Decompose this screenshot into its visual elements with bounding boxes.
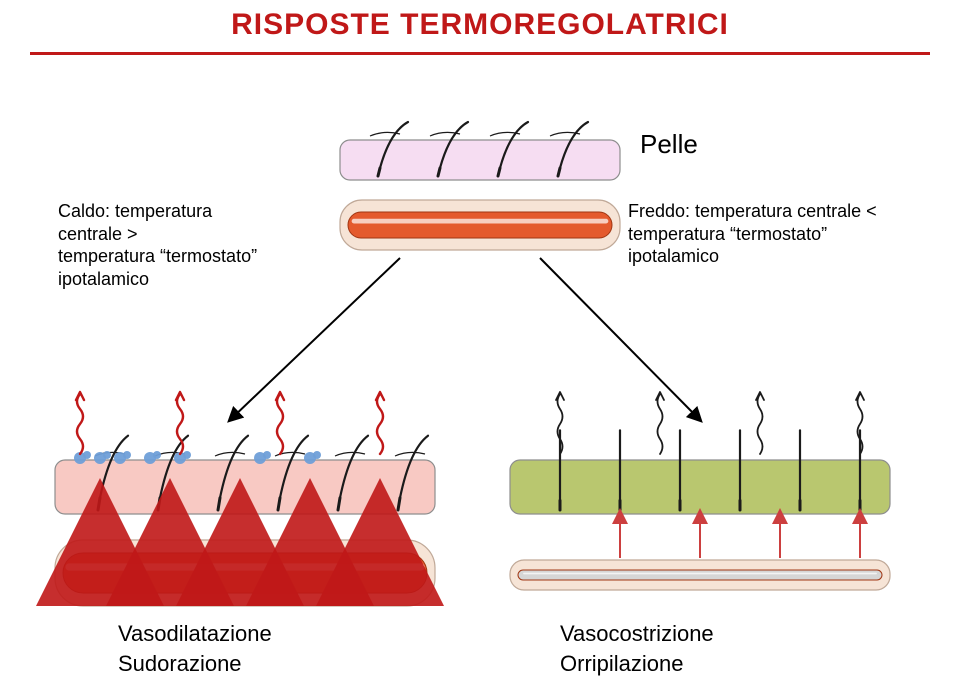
- diagram-svg: [0, 0, 960, 689]
